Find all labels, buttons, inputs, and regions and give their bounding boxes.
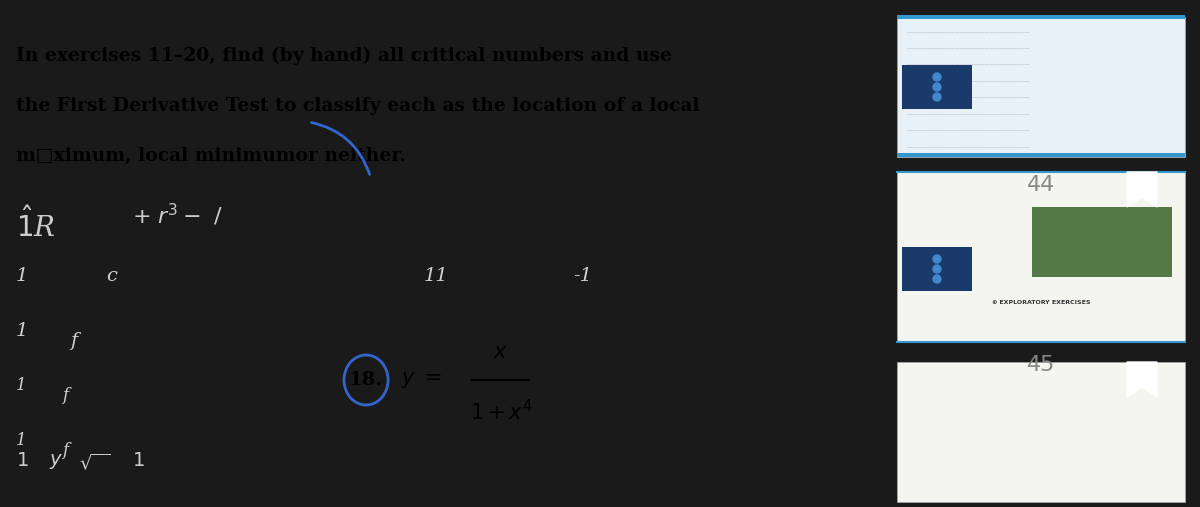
Text: f: f	[61, 387, 68, 404]
Text: $\sqrt{\ \ }$: $\sqrt{\ \ }$	[79, 452, 112, 473]
Text: $1$: $1$	[132, 452, 145, 470]
Text: -1: -1	[574, 267, 593, 285]
Text: $1 + x^4$: $1 + x^4$	[469, 400, 533, 424]
Text: $y \ = \ $: $y \ = \ $	[401, 370, 443, 390]
Bar	[1032, 207, 1172, 277]
Text: 1: 1	[16, 377, 26, 394]
Polygon shape	[1127, 362, 1157, 397]
Bar	[898, 153, 1186, 157]
Circle shape	[934, 73, 941, 81]
Bar	[898, 15, 1186, 19]
Text: $y$: $y$	[48, 452, 62, 471]
Circle shape	[934, 83, 941, 91]
Circle shape	[934, 93, 941, 101]
Text: 44: 44	[1027, 175, 1055, 195]
Bar	[898, 17, 1186, 157]
Circle shape	[934, 255, 941, 263]
Text: m□ximum, local minimum​or neither.: m□ximum, local minimum​or neither.	[16, 147, 406, 165]
Text: f: f	[61, 442, 68, 459]
Text: 1: 1	[16, 322, 29, 340]
Text: the First Derivative Test to classify each as the location of a local: the First Derivative Test to classify ea…	[16, 97, 700, 115]
Bar	[902, 65, 972, 109]
Text: $\hat{1}$R: $\hat{1}$R	[16, 207, 55, 243]
Text: 18.: 18.	[349, 371, 383, 389]
Bar	[898, 172, 1186, 342]
Text: ——————————————————————————————: ——————————————————————————————	[907, 96, 1031, 100]
Text: c: c	[106, 267, 116, 285]
Text: 45: 45	[1027, 355, 1055, 375]
Circle shape	[934, 265, 941, 273]
Text: f: f	[71, 332, 78, 350]
Text: ——————————————————————————————: ——————————————————————————————	[907, 145, 1031, 149]
Text: ——————————————————————————————: ——————————————————————————————	[907, 63, 1031, 67]
Text: ——————————————————————————————: ——————————————————————————————	[907, 47, 1031, 50]
Text: 11: 11	[424, 267, 448, 285]
Text: ——————————————————————————————: ——————————————————————————————	[907, 112, 1031, 116]
Bar	[898, 362, 1186, 502]
Bar	[902, 247, 972, 291]
Text: $+\ r^3 -\ /$: $+\ r^3 -\ /$	[132, 202, 223, 228]
Text: ——————————————————————————————: ——————————————————————————————	[907, 129, 1031, 132]
Text: ⊕ EXPLORATORY EXERCISES: ⊕ EXPLORATORY EXERCISES	[991, 300, 1091, 305]
Text: 1: 1	[16, 267, 29, 285]
Text: ——————————————————————————————: ——————————————————————————————	[907, 79, 1031, 83]
Text: 1: 1	[16, 432, 26, 449]
Text: $x$: $x$	[493, 343, 509, 361]
Text: $1$: $1$	[16, 452, 29, 470]
Circle shape	[934, 275, 941, 283]
Polygon shape	[1127, 172, 1157, 207]
Text: ——————————————————————————————: ——————————————————————————————	[907, 30, 1031, 34]
Text: In exercises 11–20, find (by hand) all critical numbers and use: In exercises 11–20, find (by hand) all c…	[16, 47, 672, 65]
